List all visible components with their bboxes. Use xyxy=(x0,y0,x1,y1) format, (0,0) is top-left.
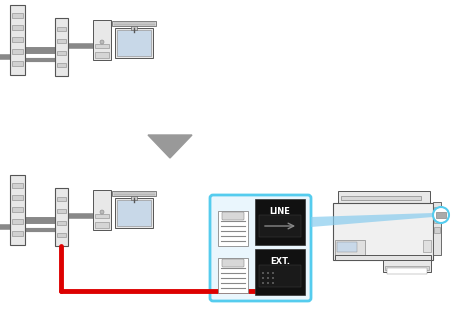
Bar xyxy=(57,39,66,43)
Bar xyxy=(95,214,109,218)
Text: EXT.: EXT. xyxy=(270,257,290,267)
Circle shape xyxy=(262,282,264,284)
Bar xyxy=(12,219,23,224)
Circle shape xyxy=(272,282,274,284)
Bar xyxy=(57,233,66,237)
Bar xyxy=(12,61,23,66)
Circle shape xyxy=(267,272,269,274)
Bar xyxy=(434,227,440,233)
Bar xyxy=(57,51,66,55)
Bar xyxy=(12,13,23,18)
Bar xyxy=(57,221,66,225)
Bar xyxy=(131,196,137,200)
Bar xyxy=(255,249,305,295)
Bar xyxy=(95,52,109,58)
Bar xyxy=(385,266,429,270)
Bar xyxy=(12,231,23,236)
Bar xyxy=(93,190,111,230)
Circle shape xyxy=(100,40,104,44)
Bar xyxy=(383,260,431,272)
Bar xyxy=(387,268,427,274)
Bar xyxy=(333,203,433,260)
Bar xyxy=(131,26,137,30)
Polygon shape xyxy=(311,213,433,227)
Bar xyxy=(335,255,431,260)
Polygon shape xyxy=(148,135,192,158)
Bar xyxy=(10,5,25,75)
Bar xyxy=(57,197,66,201)
Bar xyxy=(335,240,365,255)
Bar xyxy=(115,198,153,228)
Bar xyxy=(95,222,109,228)
Bar xyxy=(338,191,430,203)
Bar xyxy=(95,44,109,48)
Bar xyxy=(55,18,68,76)
Circle shape xyxy=(100,210,104,214)
Bar xyxy=(10,175,25,245)
Bar xyxy=(55,188,68,246)
Bar xyxy=(12,25,23,30)
Bar xyxy=(259,215,301,237)
Bar xyxy=(434,217,440,223)
Bar xyxy=(433,202,441,255)
Bar xyxy=(337,242,357,252)
Circle shape xyxy=(262,277,264,279)
FancyBboxPatch shape xyxy=(222,212,244,220)
Bar xyxy=(341,196,421,200)
Circle shape xyxy=(267,282,269,284)
Bar xyxy=(436,212,446,218)
Bar xyxy=(115,28,153,58)
Bar xyxy=(434,207,440,213)
FancyBboxPatch shape xyxy=(222,259,244,267)
Bar xyxy=(12,37,23,42)
Circle shape xyxy=(272,272,274,274)
Bar xyxy=(218,211,248,246)
Text: LINE: LINE xyxy=(270,208,290,216)
Bar xyxy=(57,209,66,213)
Bar xyxy=(255,199,305,245)
Bar xyxy=(12,183,23,188)
Bar xyxy=(117,200,151,226)
FancyBboxPatch shape xyxy=(210,195,311,301)
Bar xyxy=(57,63,66,67)
Bar xyxy=(12,195,23,200)
Bar xyxy=(12,207,23,212)
Bar xyxy=(112,21,156,26)
Circle shape xyxy=(433,207,449,223)
Circle shape xyxy=(272,277,274,279)
Bar xyxy=(57,27,66,31)
Circle shape xyxy=(267,277,269,279)
Bar xyxy=(12,49,23,54)
Bar xyxy=(259,265,301,287)
Bar xyxy=(423,240,431,252)
Bar xyxy=(218,258,248,293)
Bar xyxy=(112,191,156,196)
Bar xyxy=(117,30,151,56)
Circle shape xyxy=(262,272,264,274)
Bar xyxy=(93,20,111,60)
